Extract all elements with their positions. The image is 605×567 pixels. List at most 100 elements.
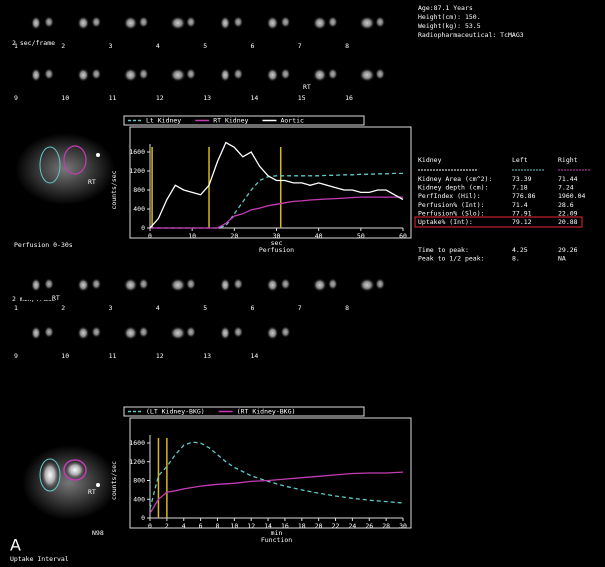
x-tick-label: 24 <box>348 522 356 530</box>
frame-image <box>169 68 186 82</box>
frame-image <box>169 278 186 292</box>
frame-image <box>258 320 299 348</box>
frame-number: 11 <box>109 352 117 360</box>
info-line: Weight(kg): 53.5 <box>418 22 481 30</box>
frame-number: 6 <box>251 42 255 50</box>
roi-label: RT <box>303 83 311 91</box>
frame-number: 12 <box>156 94 164 102</box>
y-tick-label: 1600 <box>129 148 145 156</box>
frame-image <box>77 16 90 30</box>
table-cell: 22.09 <box>558 209 578 217</box>
frame-image <box>266 278 279 292</box>
table-cell: 71.4 <box>512 201 528 209</box>
x-axis-label: min <box>271 529 283 537</box>
frame-image <box>22 62 62 90</box>
y-tick-label: 0 <box>141 224 145 232</box>
frame-image <box>327 16 338 28</box>
x-tick-label: 18 <box>298 522 306 530</box>
frame-image <box>44 278 54 290</box>
frame-image <box>359 278 376 292</box>
frame-number: 2 <box>61 304 65 312</box>
y-axis-label: counts/sec <box>110 170 118 209</box>
frame-number: 10 <box>61 352 69 360</box>
frame-image <box>123 16 138 30</box>
frame-image <box>138 326 149 338</box>
frame-number: 9 <box>14 352 18 360</box>
frame-image <box>44 16 54 28</box>
y-tick-label: 400 <box>133 495 145 503</box>
frame-number: 3 <box>109 304 113 312</box>
caption: Perfusion 0-30s <box>14 241 73 249</box>
table-cell: Peak to 1/2 peak: <box>418 255 485 263</box>
frame-image <box>185 16 196 28</box>
table-cell: NA <box>558 255 566 263</box>
table-cell: Uptake% (Int): <box>418 218 473 226</box>
frame-image <box>31 326 41 340</box>
x-tick-label: 60 <box>399 232 407 240</box>
frame-image <box>280 68 291 80</box>
x-tick-label: 0 <box>148 522 152 530</box>
frame-number: 10 <box>61 94 69 102</box>
x-tick-label: 8 <box>216 522 220 530</box>
frame-image <box>312 16 327 30</box>
x-tick-label: 22 <box>332 522 340 530</box>
frame-rate: 2 sec/frame <box>12 39 55 47</box>
series-line <box>149 441 404 509</box>
legend-label: (LT Kidney-BKG) <box>146 408 205 416</box>
frame-number: 13 <box>203 352 211 360</box>
frame-image <box>375 16 386 28</box>
frame-image <box>359 16 376 30</box>
frame-number: 12 <box>156 352 164 360</box>
frame-image <box>220 16 231 30</box>
table-cell: Kidney Area (cm^2): <box>418 175 492 183</box>
info-line: Radiopharmaceutical: TcMAG3 <box>418 31 524 39</box>
panel-label: A <box>10 536 21 555</box>
frame-image <box>327 278 338 290</box>
x-tick-label: 10 <box>188 232 196 240</box>
frame-image <box>31 16 41 30</box>
series-line <box>149 141 404 229</box>
x-tick-label: 30 <box>399 522 407 530</box>
table-cell: 8. <box>512 255 520 263</box>
table-cell: 20.88 <box>558 218 578 226</box>
frame-image <box>138 68 149 80</box>
plot-frame <box>129 126 412 239</box>
frame-number: 7 <box>298 42 302 50</box>
frame-number: 3 <box>109 42 113 50</box>
frame-image <box>169 326 186 340</box>
frame-number: 5 <box>203 304 207 312</box>
x-tick-label: 30 <box>273 232 281 240</box>
frame-image <box>123 278 138 292</box>
frame-number: 6 <box>251 304 255 312</box>
frame-image <box>280 16 291 28</box>
frame-image <box>169 16 186 30</box>
roi-label: RT <box>52 294 60 302</box>
chart-subtitle: Perfusion <box>259 246 294 254</box>
frame-image <box>91 278 102 290</box>
legend-label: (RT Kidney-BKG) <box>237 408 296 416</box>
y-tick-label: 1200 <box>129 458 145 466</box>
roi-label: RT <box>88 488 96 496</box>
frame-image <box>211 10 252 38</box>
frame-image <box>138 278 149 290</box>
frame-image <box>258 10 299 38</box>
frame-number: 4 <box>156 42 160 50</box>
frame-image <box>266 68 279 82</box>
x-tick-label: 12 <box>247 522 255 530</box>
frame-image <box>44 326 54 338</box>
frame-image <box>69 272 110 300</box>
frame-image <box>185 326 196 338</box>
frame-image <box>220 278 231 292</box>
y-tick-label: 800 <box>133 186 145 194</box>
highlight-box <box>414 216 583 228</box>
frame-number: 1 <box>14 304 18 312</box>
table-header: Kidney <box>418 156 442 164</box>
frame-image <box>77 326 90 340</box>
frame-image <box>258 62 299 90</box>
x-tick-label: 20 <box>315 522 323 530</box>
frame-image <box>327 68 338 80</box>
x-axis-label: sec <box>271 239 283 247</box>
frame-image <box>22 320 62 348</box>
frame-image <box>280 278 291 290</box>
table-cell: 776.86 <box>512 192 536 200</box>
